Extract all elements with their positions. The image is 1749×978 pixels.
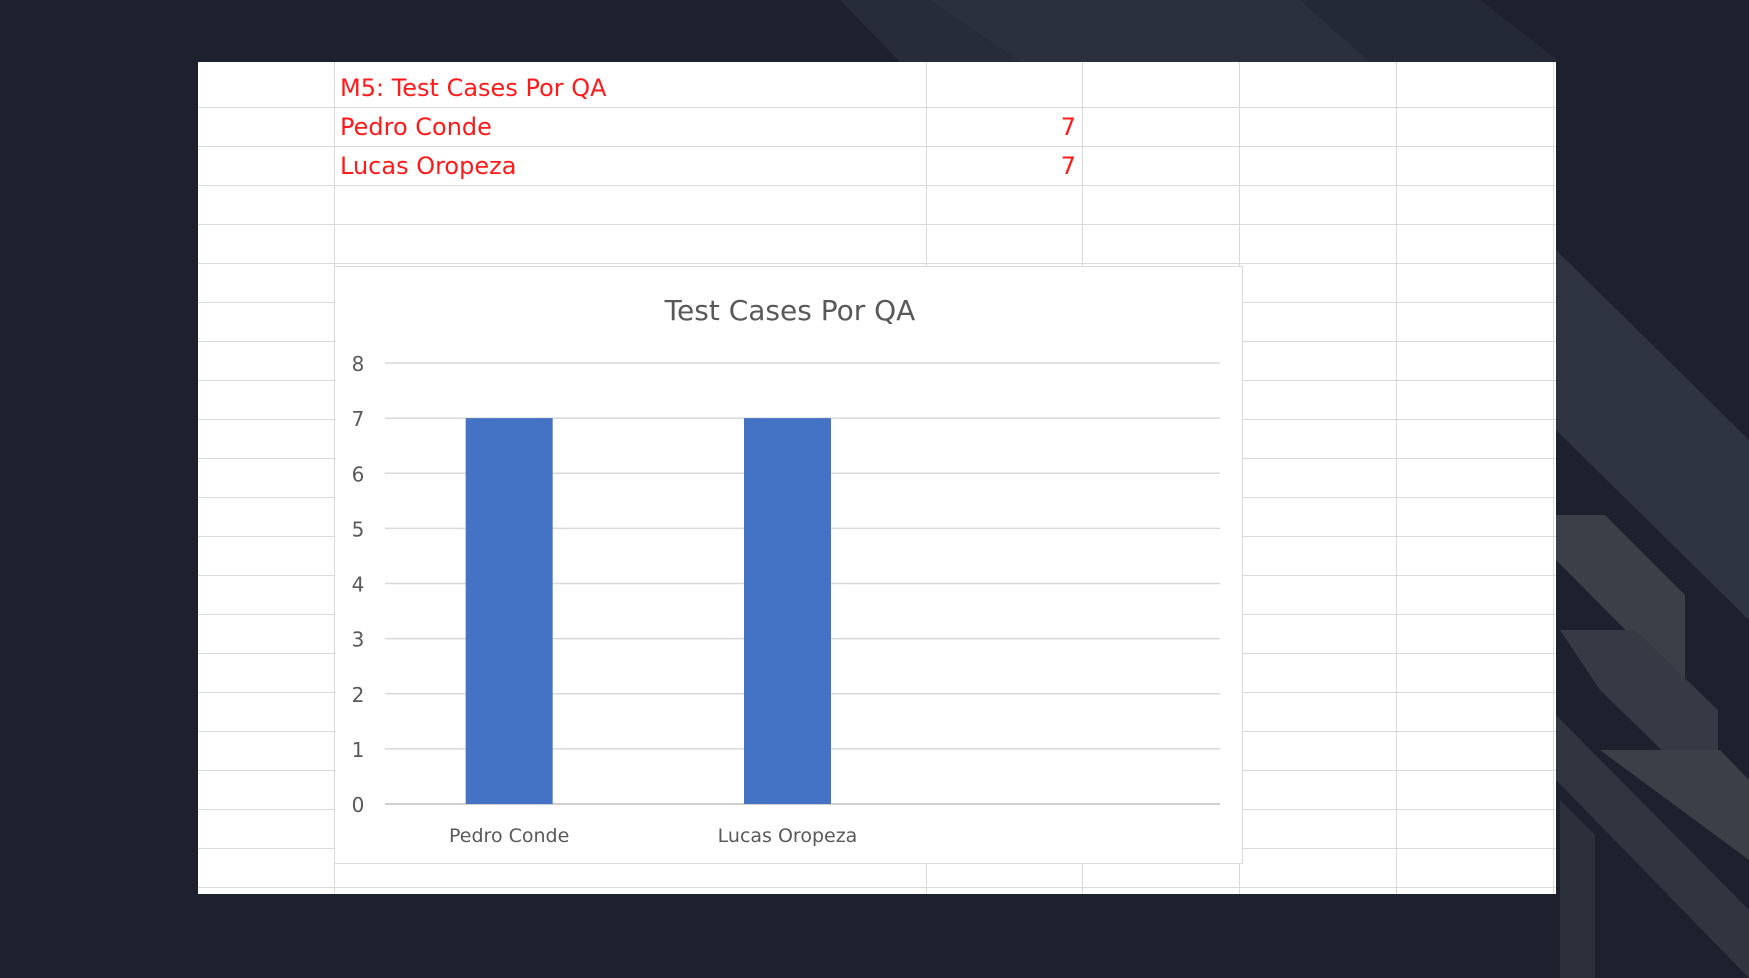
chart-container[interactable]: Test Cases Por QA 0 1 2 3 4 5 6 7 8 Pedro Conde L… [334,266,1243,864]
x-tick-label: Lucas Oropeza [718,825,858,847]
y-tick-label: 6 [352,462,365,486]
y-tick-label: 5 [352,517,365,541]
header-cell[interactable]: M5: Test Cases Por QA [340,74,607,102]
x-axis-ticks: Pedro Conde Lucas Oropeza [449,825,857,847]
y-tick-label: 8 [352,352,365,376]
bar [744,418,831,804]
spreadsheet-area: M5: Test Cases Por QA Pedro Conde 7 Luca… [198,62,1556,894]
x-tick-label: Pedro Conde [449,825,569,847]
y-axis-ticks: 0 1 2 3 4 5 6 7 8 [352,352,365,817]
name-cell-pedro-conde[interactable]: Pedro Conde [340,113,492,141]
y-tick-label: 4 [352,573,365,597]
y-tick-label: 1 [352,738,365,762]
chart-title: Test Cases Por QA [664,294,916,327]
value-cell-lucas-oropeza[interactable]: 7 [1060,152,1076,180]
value-cell-pedro-conde[interactable]: 7 [1060,113,1076,141]
y-tick-label: 7 [352,407,365,431]
y-tick-label: 3 [352,628,365,652]
y-tick-label: 2 [352,683,365,707]
y-tick-label: 0 [352,793,365,817]
bar [465,418,553,804]
bar-chart: Test Cases Por QA 0 1 2 3 4 5 6 7 8 Pedro Conde L… [352,294,1220,847]
bars [465,418,831,804]
name-cell-lucas-oropeza[interactable]: Lucas Oropeza [340,152,517,180]
